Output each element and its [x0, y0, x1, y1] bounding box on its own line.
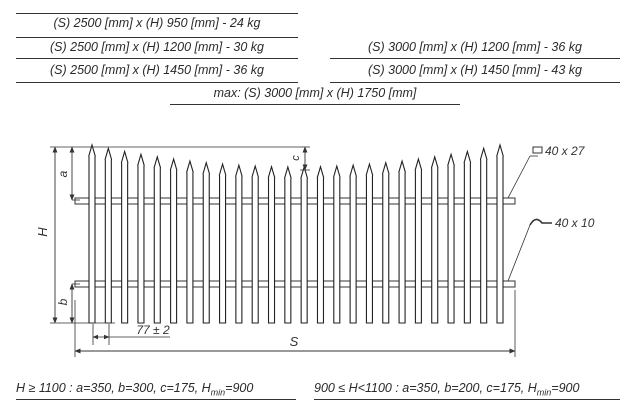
spec-row-3000x1200: (S) 3000 [mm] x (H) 1200 [mm] - 36 kg — [368, 40, 582, 54]
label-a: a — [56, 170, 70, 177]
dimension-c: c — [290, 146, 308, 171]
callout-bottom-rail: 40 x 10 — [507, 216, 595, 282]
table-rule — [16, 37, 298, 38]
fence-pale — [463, 149, 472, 324]
max-spec: max: (S) 3000 [mm] x (H) 1750 [mm] — [213, 86, 417, 100]
top-rail — [74, 197, 516, 205]
fence-pale — [153, 154, 162, 324]
fence-pale — [414, 157, 423, 324]
spec-row-2500x950: (S) 2500 [mm] x (H) 950 [mm] - 24 kg — [53, 16, 261, 30]
fence-pale — [430, 154, 439, 324]
table-rule — [170, 104, 460, 105]
flat-bar-profile-icon — [529, 218, 552, 226]
spec-row-3000x1450: (S) 3000 [mm] x (H) 1450 [mm] - 43 kg — [368, 63, 582, 77]
formula-right-main: 900 ≤ H<1100 : a=350, b=200, c=175, H — [314, 381, 537, 395]
dimension-H: H — [35, 146, 58, 324]
spec-row-2500x1200: (S) 2500 [mm] x (H) 1200 [mm] - 30 kg — [50, 40, 264, 54]
label-H: H — [35, 227, 50, 237]
formula-left-tail: =900 — [225, 381, 254, 395]
formula-right-sub: min — [536, 387, 552, 398]
fence-pale — [169, 157, 178, 324]
rectangular-tube-icon — [532, 146, 543, 154]
fence-pale — [267, 164, 276, 324]
fence-pale — [235, 163, 243, 324]
table-rule — [16, 13, 298, 14]
pales — [88, 143, 504, 324]
fence-pale — [300, 164, 308, 324]
fence-pale — [447, 152, 455, 324]
fence-pale — [381, 160, 390, 324]
table-rule — [16, 82, 298, 83]
fence-pale — [104, 146, 113, 324]
formula-rule — [16, 399, 296, 400]
fence-pale — [398, 159, 406, 324]
table-rule — [16, 58, 298, 59]
extension-lines — [50, 146, 516, 357]
callout-top-rail: 40 x 27 — [507, 144, 586, 199]
label-spacing: 77 ± 2 — [136, 323, 170, 337]
formula-right: 900 ≤ H<1100 : a=350, b=200, c=175, Hmin… — [314, 381, 579, 398]
fence-pale — [202, 160, 211, 324]
fence-pale — [479, 146, 488, 324]
formula-left-main: H ≥ 1100 : a=350, b=300, c=175, H — [16, 381, 211, 395]
dimension-S: S — [74, 334, 516, 354]
fence-diagram: H a b c S 77 ± 2 40 x 27 40 x 10 — [35, 143, 595, 357]
table-rule — [330, 58, 620, 59]
fence-pale — [333, 164, 341, 324]
fence-pale — [251, 164, 259, 324]
fence-pale — [284, 164, 292, 324]
fence-pale — [316, 164, 325, 324]
label-c: c — [290, 155, 302, 161]
fence-pale — [218, 162, 227, 324]
dimension-spacing: 77 ± 2 — [92, 323, 170, 340]
fence-pale — [496, 143, 504, 324]
fence-pale — [186, 159, 194, 324]
formula-left-sub: min — [210, 387, 226, 398]
fence-pale — [365, 162, 374, 324]
table-rule — [330, 82, 620, 83]
formula-left: H ≥ 1100 : a=350, b=300, c=175, Hmin=900 — [16, 381, 253, 398]
label-S: S — [290, 334, 299, 349]
dimension-b: b — [56, 283, 75, 324]
dimension-a: a — [56, 146, 75, 201]
fence-pale — [120, 149, 129, 324]
label-rail-bottom: 40 x 10 — [555, 216, 595, 230]
label-rail-top: 40 x 27 — [545, 144, 586, 158]
spec-row-2500x1450: (S) 2500 [mm] x (H) 1450 [mm] - 36 kg — [50, 63, 264, 77]
fence-pale — [137, 152, 145, 324]
label-b: b — [56, 298, 70, 305]
fence-pale — [88, 143, 96, 324]
fence-pale — [349, 163, 357, 324]
formula-right-tail: =900 — [551, 381, 580, 395]
formula-rule — [314, 399, 620, 400]
